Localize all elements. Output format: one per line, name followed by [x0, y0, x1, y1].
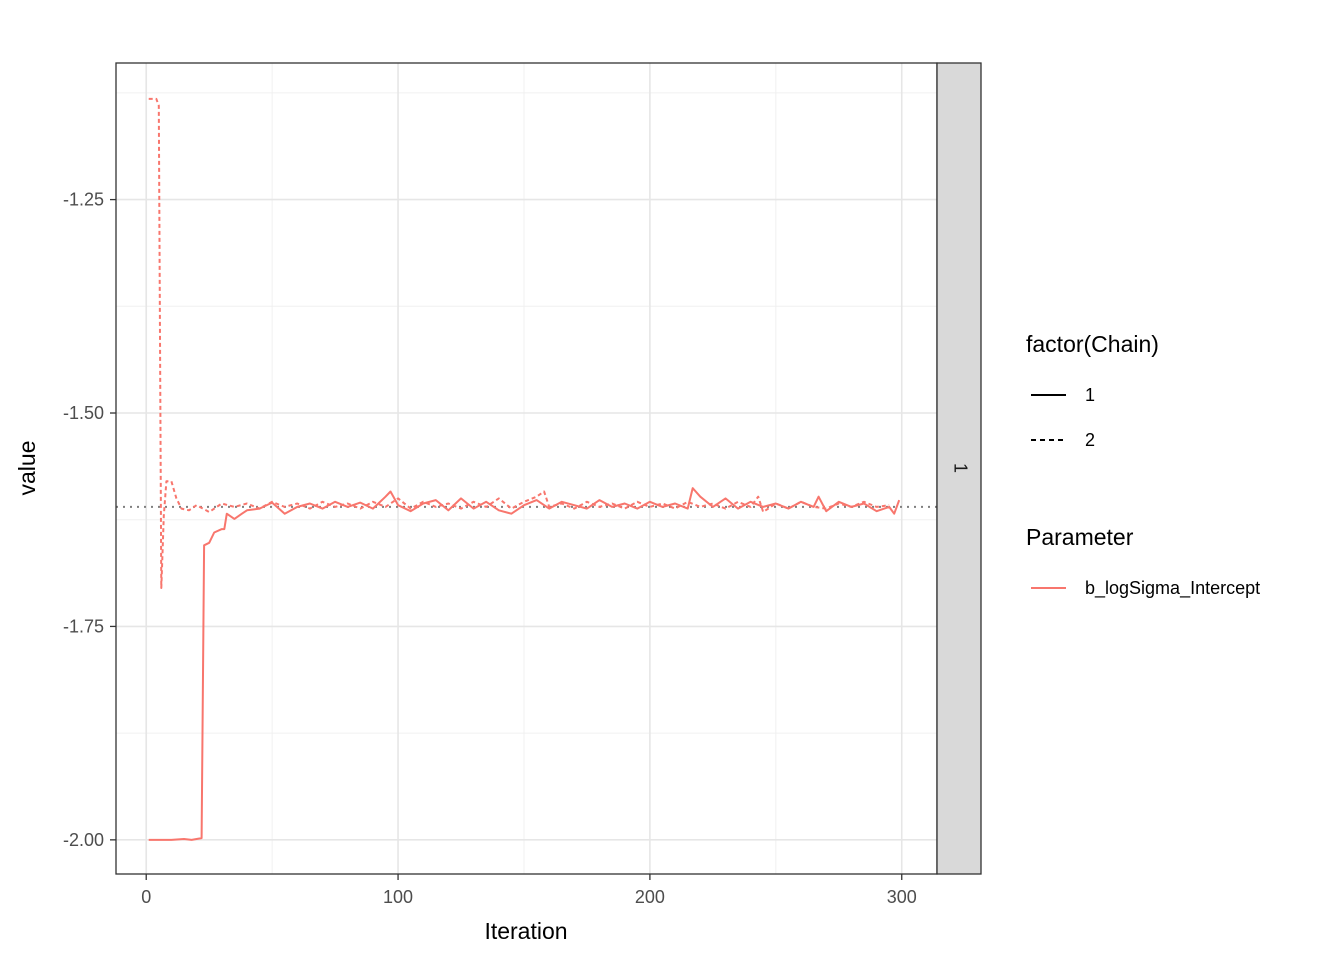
y-axis: -1.25 -1.50 -1.75 -2.00	[63, 190, 116, 850]
legend-parameter-title: Parameter	[1026, 524, 1134, 550]
y-tick-label: -2.00	[63, 830, 104, 850]
x-axis: 0 100 200 300	[141, 874, 917, 907]
legend-chain-2-label: 2	[1085, 430, 1095, 450]
gridlines	[116, 63, 937, 874]
y-axis-title: value	[14, 441, 40, 496]
x-tick-label: 100	[383, 887, 413, 907]
y-tick-label: -1.75	[63, 616, 104, 636]
y-tick-label: -1.50	[63, 403, 104, 423]
legend-parameter-label: b_logSigma_Intercept	[1085, 578, 1260, 599]
data-area	[116, 97, 937, 841]
legend-parameter: Parameter b_logSigma_Intercept	[1026, 524, 1260, 599]
legend-chain-title: factor(Chain)	[1026, 331, 1159, 357]
series-layer	[148, 97, 901, 841]
legend-chain-1-label: 1	[1085, 385, 1095, 405]
x-axis-title: Iteration	[484, 918, 567, 944]
facet-strip-label: 1	[950, 463, 970, 473]
x-tick-label: 0	[141, 887, 151, 907]
x-tick-label: 300	[887, 887, 917, 907]
facet-strip	[936, 62, 982, 875]
x-tick-label: 200	[635, 887, 665, 907]
legend-chain: factor(Chain) 1 2	[1026, 331, 1159, 450]
series-line-chain-2	[148, 97, 890, 589]
y-tick-label: -1.25	[63, 190, 104, 210]
